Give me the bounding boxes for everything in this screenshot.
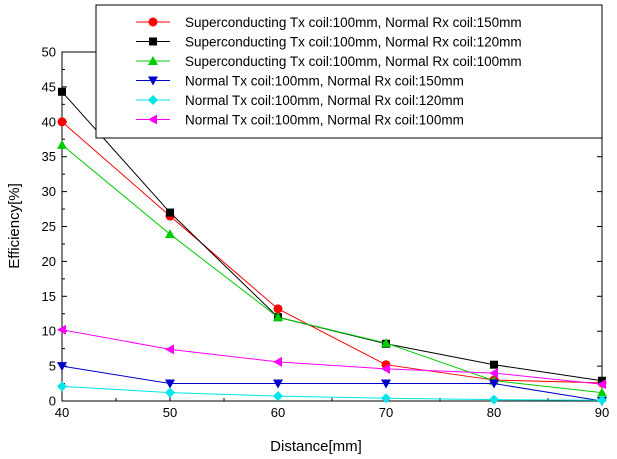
data-point — [597, 387, 607, 397]
series-line — [61, 144, 603, 394]
series-line — [61, 385, 603, 401]
legend-marker — [148, 76, 158, 86]
data-point — [165, 344, 174, 355]
series-6 — [57, 324, 606, 390]
data-point — [58, 87, 66, 96]
x-tick-label: 50 — [163, 405, 177, 420]
x-tick-label: 80 — [487, 405, 501, 420]
y-tick-label: 20 — [42, 254, 56, 269]
x-tick-label: 90 — [595, 405, 609, 420]
legend-label: Superconducting Tx coil:100mm, Normal Rx… — [185, 15, 522, 30]
x-axis-title: Distance[mm] — [270, 438, 362, 455]
y-tick-label: 40 — [42, 114, 56, 129]
data-point — [381, 393, 391, 404]
data-point — [165, 387, 175, 398]
data-point — [381, 379, 391, 389]
data-point — [489, 379, 499, 389]
legend-entry: Normal Tx coil:100mm, Normal Rx coil:120… — [136, 93, 464, 108]
data-point — [489, 394, 499, 405]
legend-entry: Normal Tx coil:100mm, Normal Rx coil:100… — [136, 113, 464, 128]
data-point — [273, 356, 282, 367]
series-1 — [57, 117, 607, 388]
y-tick-label: 45 — [42, 79, 56, 94]
data-point — [490, 360, 498, 369]
legend-entry: Superconducting Tx coil:100mm, Normal Rx… — [136, 15, 522, 30]
legend-marker — [149, 37, 157, 46]
legend: Superconducting Tx coil:100mm, Normal Rx… — [95, 4, 603, 139]
data-point — [597, 379, 606, 390]
data-point — [57, 117, 67, 127]
series-line — [61, 329, 603, 385]
legend-entry: Superconducting Tx coil:100mm, Normal Rx… — [136, 35, 522, 50]
x-tick-label: 70 — [379, 405, 393, 420]
legend-label: Normal Tx coil:100mm, Normal Rx coil:150… — [185, 74, 464, 89]
data-point — [57, 139, 67, 149]
data-point — [273, 391, 283, 402]
y-tick-label: 10 — [42, 324, 56, 339]
y-axis-ticks: 0 5 10 15 20 25 30 35 40 45 50 — [42, 45, 602, 409]
data-point — [489, 368, 498, 379]
series-line — [61, 121, 603, 384]
x-tick-label: 60 — [271, 405, 285, 420]
data-point — [273, 304, 283, 314]
legend-label: Superconducting Tx coil:100mm, Normal Rx… — [185, 35, 522, 50]
series-layer — [57, 87, 607, 406]
legend-marker — [148, 17, 158, 27]
data-point — [273, 312, 283, 322]
legend-marker — [148, 56, 158, 65]
y-tick-label: 35 — [42, 149, 56, 164]
data-point — [597, 395, 607, 406]
data-point — [381, 363, 390, 374]
legend-marker — [148, 114, 157, 125]
y-tick-label: 15 — [42, 289, 56, 304]
data-point — [273, 379, 283, 389]
data-point — [57, 381, 67, 392]
x-tick-label: 40 — [55, 405, 69, 420]
series-5 — [57, 381, 607, 406]
y-axis-title: Efficiency[%] — [6, 183, 23, 269]
legend-box — [95, 4, 603, 139]
legend-entry: Superconducting Tx coil:100mm, Normal Rx… — [136, 54, 522, 69]
series-line — [61, 365, 603, 402]
legend-label: Superconducting Tx coil:100mm, Normal Rx… — [185, 54, 522, 69]
data-point — [57, 362, 67, 372]
y-tick-label: 30 — [42, 184, 56, 199]
data-point — [165, 379, 175, 389]
data-point — [381, 338, 391, 348]
legend-marker — [148, 95, 158, 105]
legend-entry: Normal Tx coil:100mm, Normal Rx coil:150… — [136, 74, 464, 89]
y-tick-label: 0 — [49, 394, 56, 409]
data-point — [598, 376, 606, 385]
data-point — [57, 324, 66, 335]
legend-label: Normal Tx coil:100mm, Normal Rx coil:120… — [185, 93, 464, 108]
legend-label: Normal Tx coil:100mm, Normal Rx coil:100… — [185, 113, 464, 128]
y-tick-label: 25 — [42, 219, 56, 234]
data-point — [166, 208, 174, 217]
y-tick-label: 50 — [42, 45, 56, 60]
data-point — [165, 229, 175, 239]
y-tick-label: 5 — [49, 359, 56, 374]
